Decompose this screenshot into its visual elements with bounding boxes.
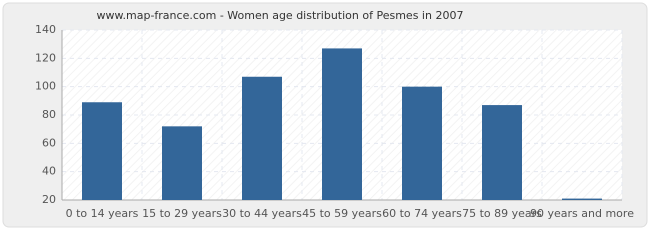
bar (162, 126, 202, 200)
x-tick-label: 75 to 89 years (462, 207, 542, 220)
y-tick-label: 20 (42, 193, 56, 206)
x-tick-label: 30 to 44 years (222, 207, 302, 220)
bar (322, 48, 362, 200)
x-tick-label: 0 to 14 years (66, 207, 139, 220)
bar (482, 105, 522, 200)
y-tick-label: 120 (35, 51, 56, 64)
y-tick-label: 80 (42, 108, 56, 121)
chart-title: www.map-france.com - Women age distribut… (97, 9, 464, 22)
x-tick-label: 90 years and more (530, 207, 634, 220)
bar (242, 76, 282, 200)
bar (402, 86, 442, 200)
y-tick-label: 60 (42, 136, 56, 149)
bar (82, 102, 122, 200)
chart: www.map-france.com - Women age distribut… (2, 2, 648, 228)
x-tick-label: 15 to 29 years (142, 207, 222, 220)
y-tick-label: 140 (35, 23, 56, 36)
x-tick-label: 60 to 74 years (382, 207, 462, 220)
y-tick-label: 40 (42, 165, 56, 178)
x-tick-label: 45 to 59 years (302, 207, 382, 220)
y-tick-label: 100 (35, 80, 56, 93)
bar (562, 198, 602, 200)
